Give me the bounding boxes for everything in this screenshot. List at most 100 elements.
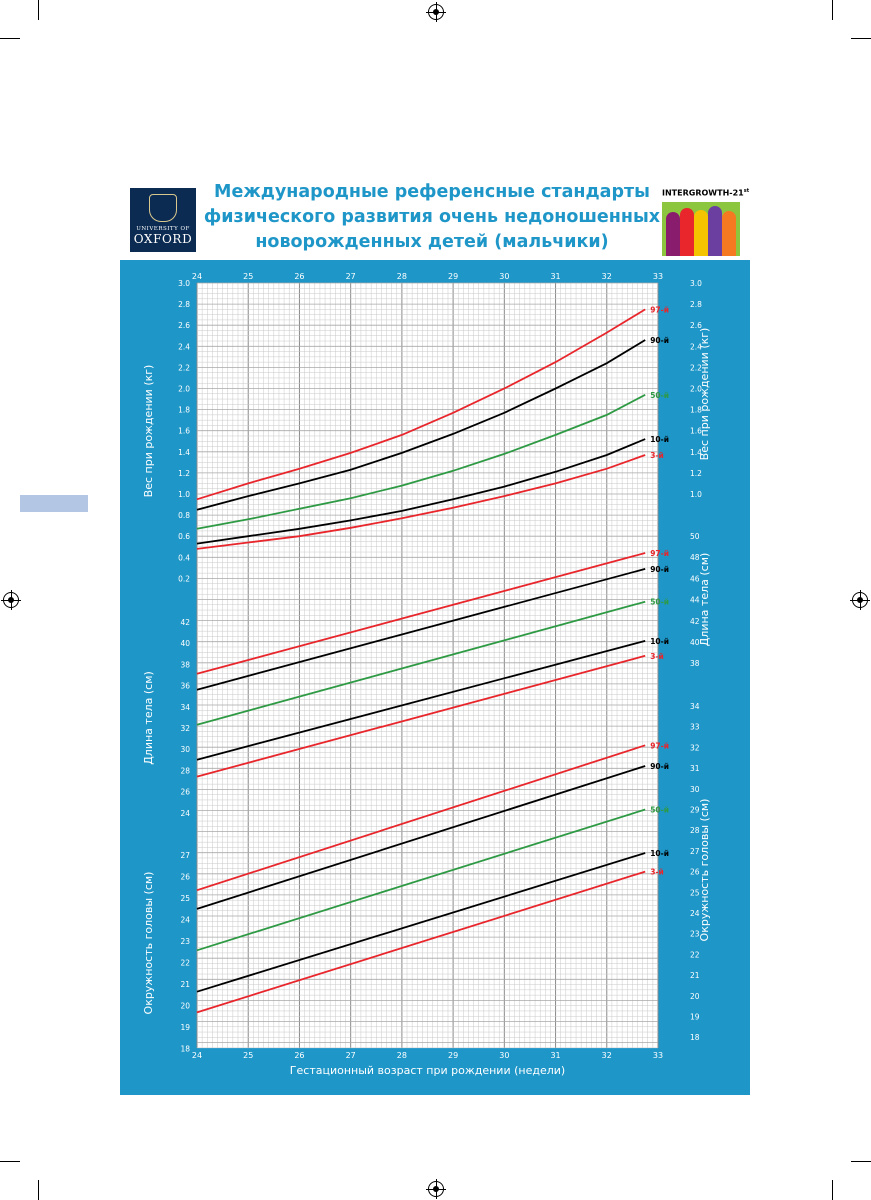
- y-tick-label: 34: [690, 702, 700, 711]
- percentile-label: 3-й: [650, 652, 664, 661]
- y-tick-label: 1.4: [178, 448, 190, 457]
- y-tick-label: 40: [690, 638, 700, 647]
- y-tick-label: 2.2: [178, 363, 190, 372]
- y-tick-label: 36: [180, 682, 190, 691]
- x-tick-label: 33: [653, 272, 663, 281]
- x-tick-label: 31: [550, 272, 560, 281]
- y-tick-label: 1.6: [178, 427, 190, 436]
- y-tick-label: 1.0: [178, 490, 190, 499]
- y-tick-label: 1.0: [690, 490, 702, 499]
- percentile-label: 50-й: [650, 391, 669, 400]
- y-tick-label: 2.2: [690, 363, 702, 372]
- percentile-label: 10-й: [650, 849, 669, 858]
- y-tick-label: 18: [180, 1045, 190, 1054]
- y-tick-label: 0.8: [178, 511, 190, 520]
- x-tick-label: 26: [294, 1051, 304, 1060]
- y-tick-label: 2.0: [690, 385, 702, 394]
- series-line-10-й: [196, 640, 646, 761]
- y-tick-label: 38: [690, 659, 700, 668]
- y-tick-label: 46: [690, 574, 700, 583]
- y-tick-label: 31: [690, 764, 700, 773]
- y-tick-label: 22: [180, 959, 190, 968]
- axis-label: Вес при рождении (кг): [142, 365, 155, 498]
- x-tick-label: 24: [192, 1051, 202, 1060]
- logo-university-of: UNIVERSITY OF: [136, 226, 190, 232]
- y-tick-label: 44: [690, 596, 700, 605]
- logo-oxford: OXFORD: [133, 232, 193, 246]
- figure-icon: [680, 208, 694, 256]
- percentile-label: 50-й: [650, 806, 669, 815]
- series-line-90-й: [196, 765, 646, 910]
- y-tick-label: 30: [180, 745, 190, 754]
- x-tick-label: 28: [397, 272, 407, 281]
- series-line-97-й: [196, 744, 646, 892]
- y-tick-label: 0.4: [178, 553, 190, 562]
- series-line-50-й: [196, 808, 646, 952]
- y-tick-label: 3.0: [178, 279, 190, 288]
- y-tick-label: 24: [180, 916, 190, 925]
- y-tick-label: 2.6: [690, 321, 702, 330]
- x-tick-label: 26: [294, 272, 304, 281]
- x-tick-label: 28: [397, 1051, 407, 1060]
- y-tick-label: 21: [690, 971, 700, 980]
- y-tick-label: 3.0: [690, 279, 702, 288]
- y-tick-label: 30: [690, 785, 700, 794]
- y-tick-label: 1.2: [690, 469, 702, 478]
- y-tick-label: 1.6: [690, 427, 702, 436]
- y-tick-label: 33: [690, 723, 700, 732]
- registration-mark-icon: [850, 590, 870, 610]
- series-line-3-й: [196, 654, 646, 778]
- series-line-3-й: [196, 870, 646, 1014]
- x-tick-label: 31: [550, 1051, 560, 1060]
- y-tick-label: 0.2: [178, 574, 190, 583]
- y-tick-label: 29: [690, 806, 700, 815]
- crest-icon: [149, 194, 177, 222]
- y-tick-label: 2.6: [178, 321, 190, 330]
- x-tick-label: 27: [346, 272, 356, 281]
- y-tick-label: 27: [180, 851, 190, 860]
- crop-mark: [0, 38, 20, 39]
- x-tick-label: 24: [192, 272, 202, 281]
- y-tick-label: 1.8: [690, 406, 702, 415]
- y-tick-label: 40: [180, 639, 190, 648]
- percentile-label: 97-й: [650, 741, 669, 750]
- y-tick-label: 2.4: [178, 342, 190, 351]
- chart-grid: [196, 282, 659, 1049]
- y-tick-label: 2.4: [690, 342, 702, 351]
- percentile-label: 50-й: [650, 598, 669, 607]
- figure-icon: [708, 206, 722, 256]
- x-tick-label: 25: [243, 272, 253, 281]
- series-line-97-й: [196, 308, 646, 501]
- registration-mark-icon: [426, 2, 446, 22]
- axis-label: Окружность головы (см): [698, 799, 711, 942]
- y-tick-label: 28: [690, 826, 700, 835]
- percentile-label: 97-й: [650, 305, 669, 314]
- y-tick-label: 21: [180, 980, 190, 989]
- y-tick-label: 22: [690, 950, 700, 959]
- percentile-label: 90-й: [650, 565, 669, 574]
- y-tick-label: 2.8: [178, 300, 190, 309]
- axis-label: Вес при рождении (кг): [698, 328, 711, 461]
- percentile-label: 3-й: [650, 451, 664, 460]
- y-tick-label: 34: [180, 703, 190, 712]
- oxford-logo: UNIVERSITY OF OXFORD: [130, 188, 196, 252]
- y-tick-label: 19: [690, 1013, 700, 1022]
- x-tick-label: 32: [602, 272, 612, 281]
- percentile-label: 10-й: [650, 435, 669, 444]
- x-axis-label: Гестационный возраст при рождении (недел…: [290, 1064, 565, 1077]
- poster-header: UNIVERSITY OF OXFORD Международные рефер…: [120, 178, 750, 260]
- crop-mark: [38, 1180, 39, 1200]
- figure-icon: [666, 212, 680, 256]
- x-tick-label: 30: [499, 1051, 509, 1060]
- series-line-90-й: [196, 339, 646, 511]
- percentile-label: 10-й: [650, 637, 669, 646]
- series-line-50-й: [196, 600, 646, 726]
- chart-title: Международные референсные стандарты физи…: [202, 180, 662, 255]
- crop-mark: [832, 0, 833, 20]
- figure-icon: [694, 210, 708, 256]
- y-tick-label: 1.8: [178, 406, 190, 415]
- title-line: физического развития очень недоношенных: [203, 207, 661, 227]
- y-tick-label: 1.4: [690, 448, 702, 457]
- y-tick-label: 2.8: [690, 300, 702, 309]
- y-tick-label: 26: [690, 868, 700, 877]
